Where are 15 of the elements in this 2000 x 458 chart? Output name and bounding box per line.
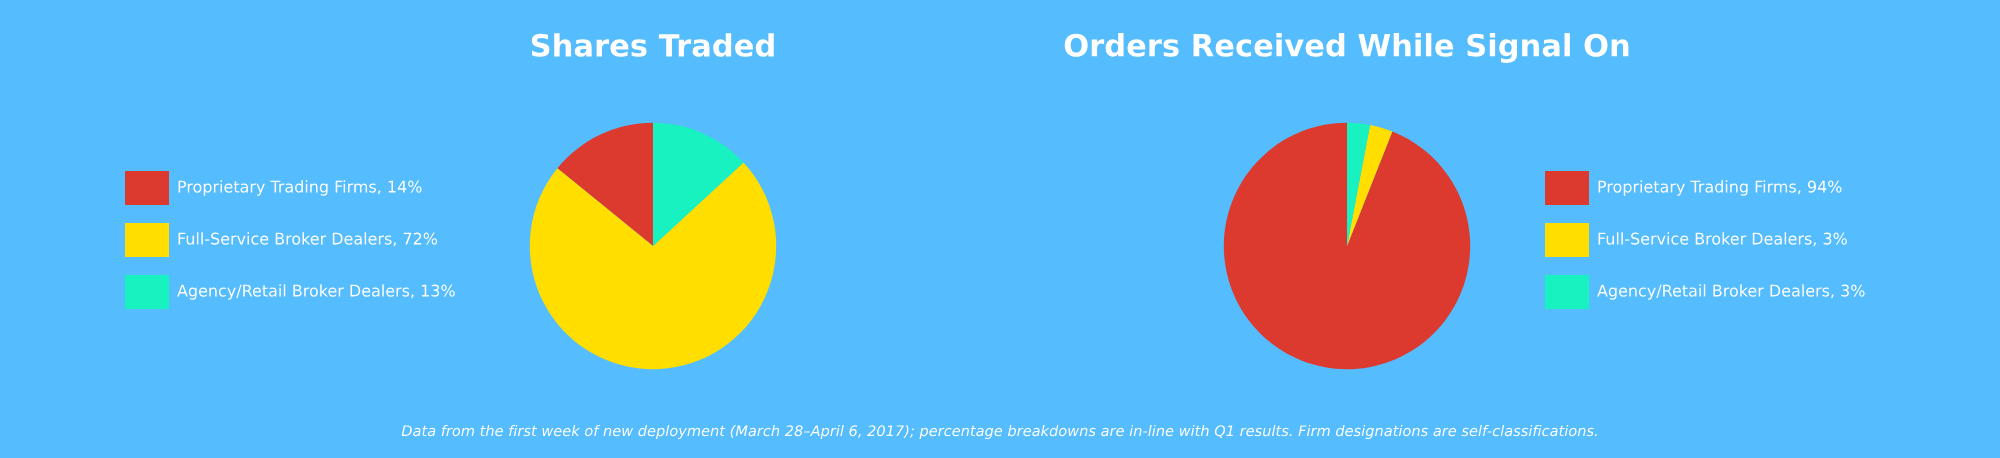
pie-slice — [557, 122, 653, 246]
legend-label: Agency/Retail Broker Dealers, 13% — [177, 284, 455, 300]
chart-title: Orders Received While Signal On — [1064, 33, 1629, 63]
legend-label: Agency/Retail Broker Dealers, 3% — [1597, 284, 1865, 300]
pie-slice — [529, 162, 777, 370]
pie-slice — [653, 122, 744, 246]
legend-label: Proprietary Trading Firms, 14% — [178, 180, 422, 196]
text: Data from the first week of new deployment (March 28–April 6, 2017); percentage breakdowns are in-line with Q1 results. Firm designations are self-classifications. — [401, 424, 1597, 440]
legend-label: Proprietary Trading Firms, 94% — [1598, 180, 1842, 196]
legend-label: Full-Service Broker Dealers, 72% — [178, 232, 438, 247]
chart-title: Shares Traded — [531, 33, 774, 57]
pie-slice — [1223, 122, 1471, 370]
pie-slice — [1347, 124, 1393, 246]
pie-slice — [1347, 122, 1371, 246]
legend-label: Full-Service Broker Dealers, 3% — [1598, 232, 1847, 247]
